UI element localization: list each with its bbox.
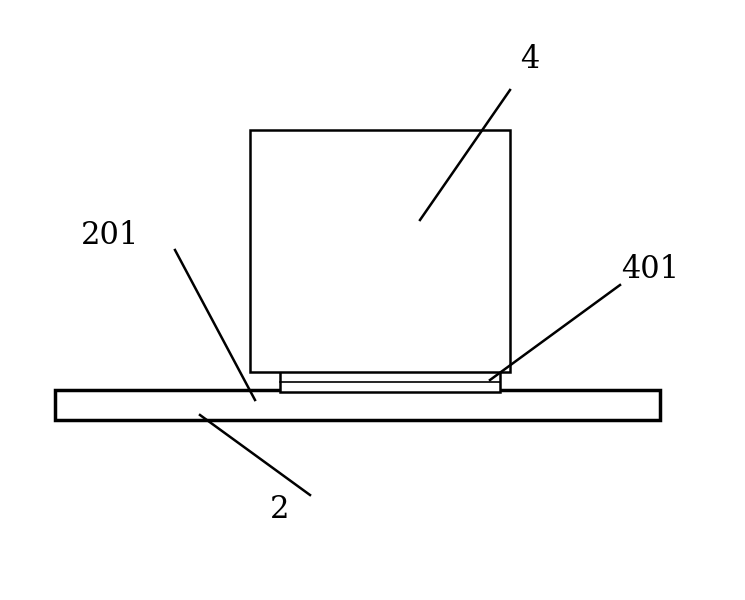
Text: 2: 2 (270, 494, 290, 526)
Bar (55, 390, 660, 420)
Text: 4: 4 (520, 44, 539, 76)
Bar (250, 130, 510, 372)
Text: 401: 401 (621, 254, 679, 286)
Text: 201: 201 (80, 220, 139, 251)
Bar (280, 370, 500, 392)
